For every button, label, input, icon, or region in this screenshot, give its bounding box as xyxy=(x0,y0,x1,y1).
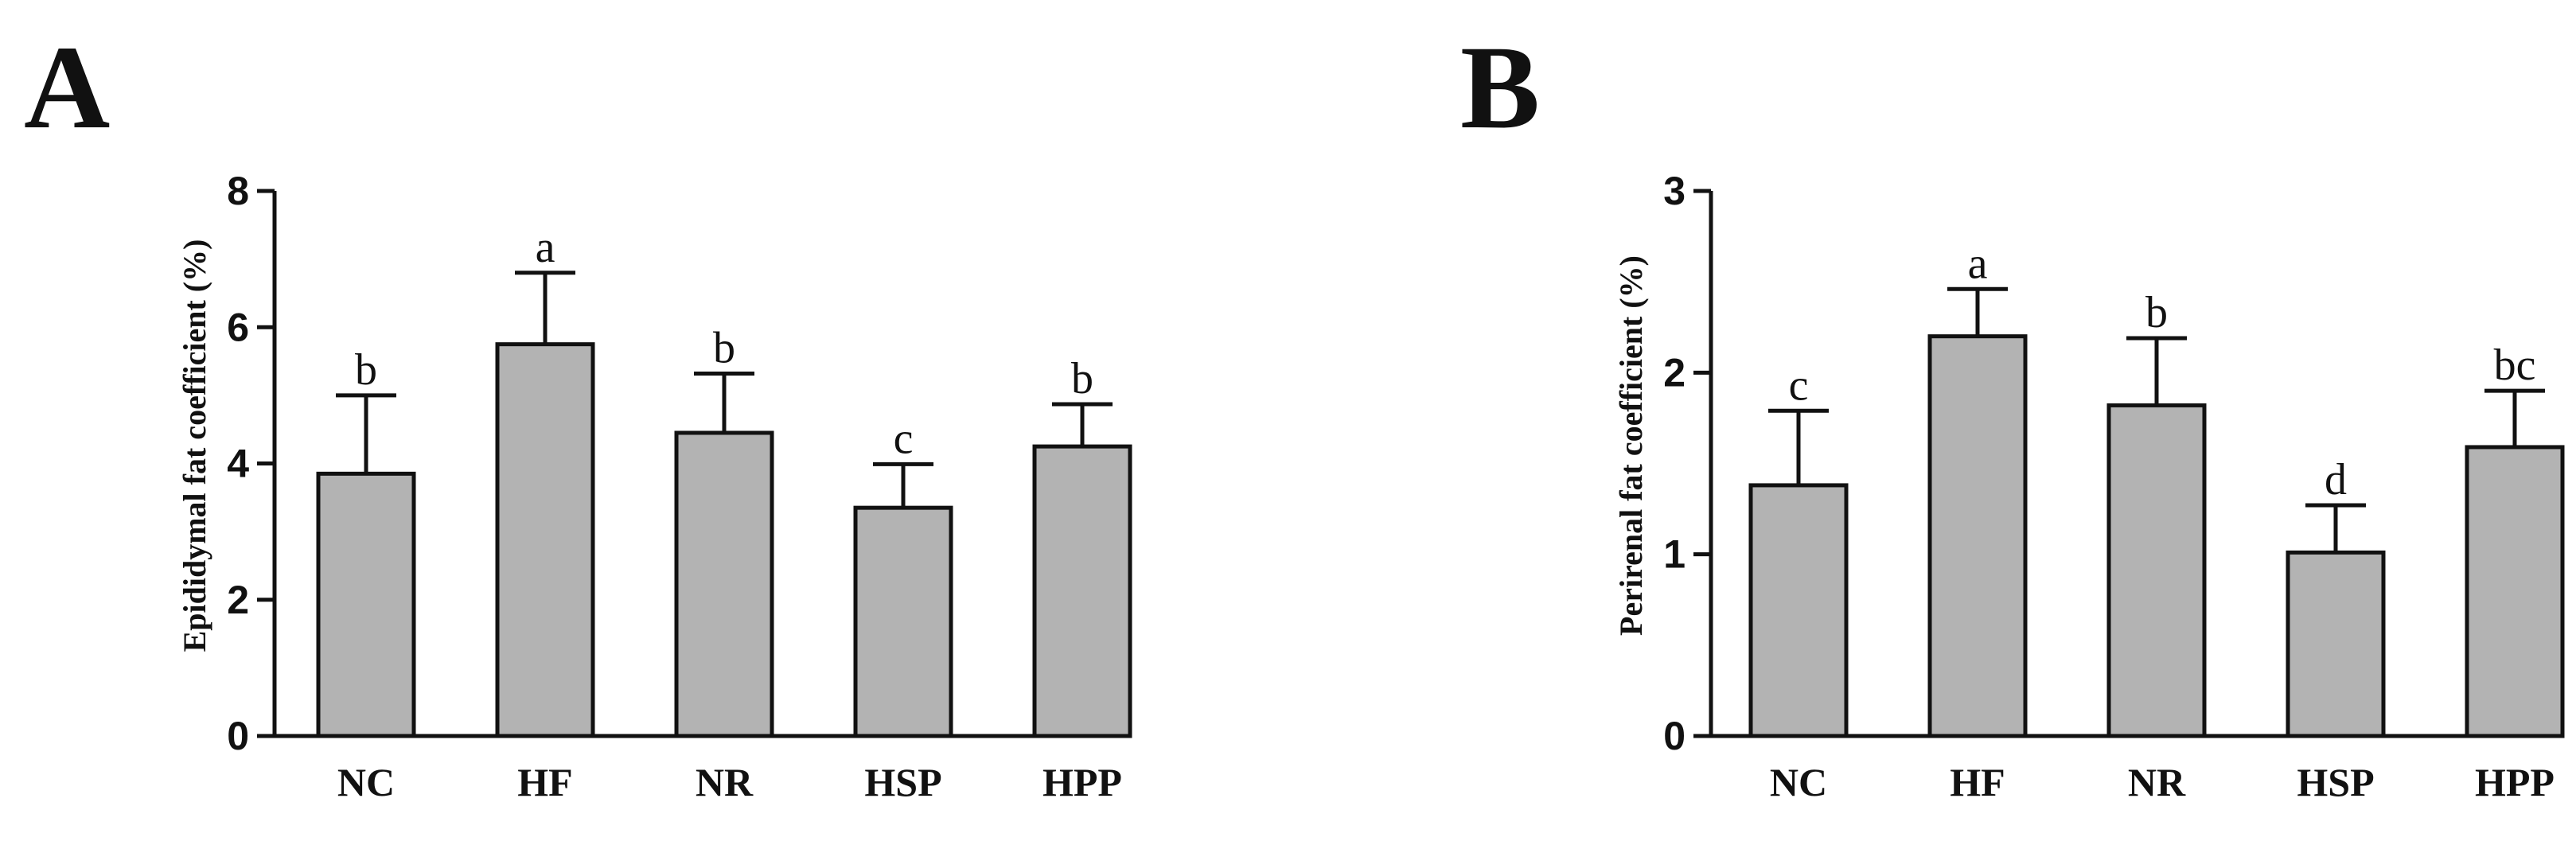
panel-a-x-ticks: NC HF NR HSP HPP xyxy=(337,760,1122,804)
y-tick-label-1: 1 xyxy=(1663,532,1686,577)
significance-letter-hf: a xyxy=(536,223,555,272)
y-tick-label-0: 0 xyxy=(1663,714,1686,758)
bar-nr xyxy=(2106,403,2207,738)
x-tick-nc: NC xyxy=(1770,760,1827,804)
bar-hf xyxy=(1927,334,2028,738)
x-tick-hpp: HPP xyxy=(2475,760,2555,804)
x-tick-nr: NR xyxy=(2128,760,2186,804)
panel-a-y-axis-label: Epididymal fat coefficient (%) xyxy=(177,239,212,652)
significance-letter-hf: a xyxy=(1968,239,1988,288)
significance-letter-hsp: d xyxy=(2325,455,2347,504)
x-tick-hsp: HSP xyxy=(2297,760,2374,804)
panel-b-label: B xyxy=(1460,21,1540,154)
y-tick-label-2: 2 xyxy=(227,578,249,622)
panel-a-significance-letters: b a b c b xyxy=(355,223,1093,464)
panel-a-label: A xyxy=(24,21,110,154)
x-tick-hf: HF xyxy=(1950,760,2005,804)
panel-b-y-axis-label: Perirenal fat coefficient (%) xyxy=(1613,255,1649,636)
panel-b-y-ticks: 0 1 2 3 xyxy=(1663,169,1711,758)
significance-letter-hpp: b xyxy=(1071,354,1093,403)
y-tick-label-4: 4 xyxy=(227,442,249,486)
bar-hpp xyxy=(1032,444,1132,738)
significance-letter-hpp: bc xyxy=(2494,341,2536,390)
y-tick-label-2: 2 xyxy=(1663,350,1686,395)
panel-b-axes xyxy=(1709,191,2555,738)
bar-hf xyxy=(495,342,595,738)
panel-b-bars xyxy=(1748,334,2565,738)
bar-nc xyxy=(1748,483,1849,738)
bar-hsp xyxy=(853,505,953,738)
panel-a-chart: A Epididymal fat coefficient (%) b a b c b 0… xyxy=(24,21,1132,804)
panel-b-chart: B Perirenal fat coefficient (%) c a b d bc 0… xyxy=(1460,21,2565,804)
bar-hpp xyxy=(2465,445,2565,738)
x-tick-nc: NC xyxy=(337,760,395,804)
panel-b-error-bars xyxy=(1768,286,2545,553)
significance-letter-nr: b xyxy=(713,323,735,372)
x-tick-hsp: HSP xyxy=(864,760,941,804)
panel-a-y-ticks: 0 2 4 6 8 xyxy=(227,169,275,758)
panel-b-significance-letters: c a b d bc xyxy=(1789,239,2536,504)
bar-nr xyxy=(674,430,774,738)
y-tick-label-6: 6 xyxy=(227,305,249,349)
y-tick-label-8: 8 xyxy=(227,169,249,213)
x-tick-hf: HF xyxy=(517,760,572,804)
bar-nc xyxy=(316,471,416,738)
significance-letter-nc: b xyxy=(355,345,377,395)
x-tick-nr: NR xyxy=(696,760,754,804)
significance-letter-hsp: c xyxy=(894,414,914,463)
y-tick-label-0: 0 xyxy=(227,714,249,758)
x-tick-hpp: HPP xyxy=(1042,760,1122,804)
panel-b-x-ticks: NC HF NR HSP HPP xyxy=(1770,760,2555,804)
significance-letter-nc: c xyxy=(1789,360,1809,410)
bar-hsp xyxy=(2286,550,2386,738)
y-tick-label-3: 3 xyxy=(1663,169,1686,213)
significance-letter-nr: b xyxy=(2145,288,2168,337)
panel-a-error-bars xyxy=(336,271,1113,508)
